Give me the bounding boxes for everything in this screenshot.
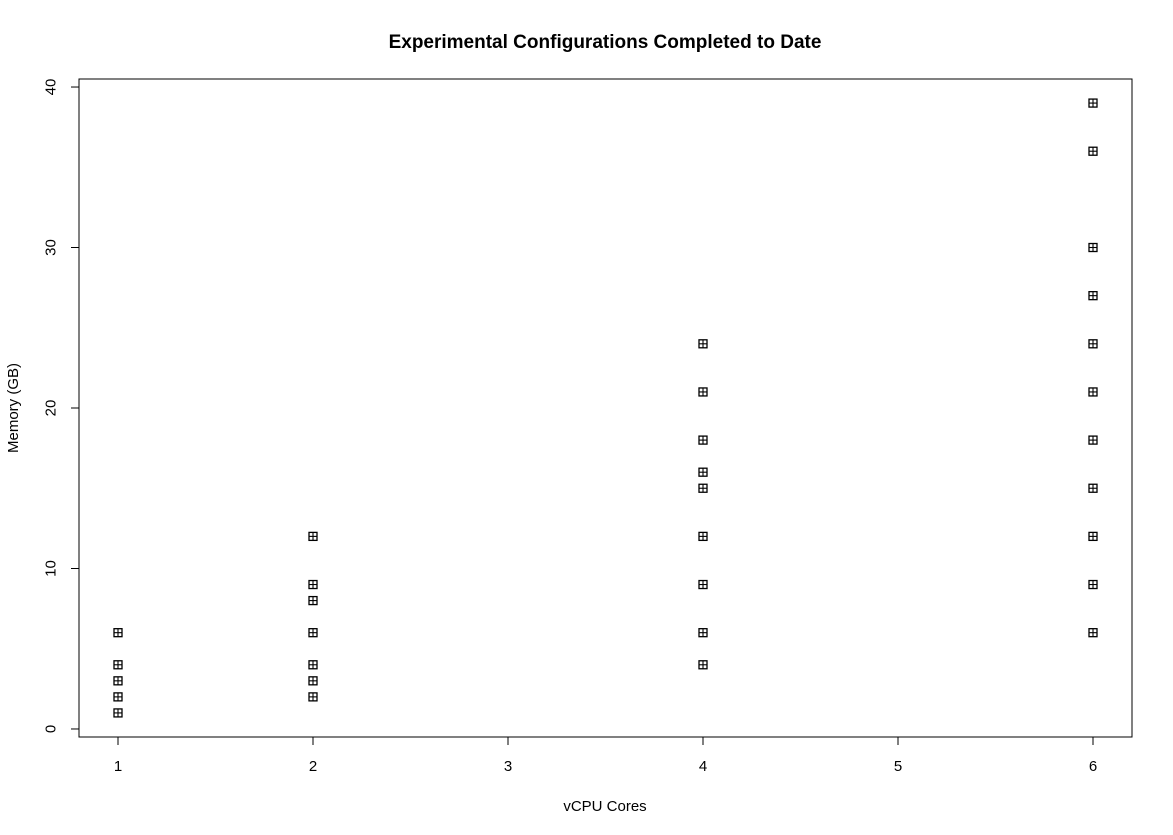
data-point bbox=[698, 579, 708, 590]
data-point bbox=[1088, 387, 1098, 397]
data-point bbox=[698, 339, 708, 349]
y-axis: 0 10 20 30 40 bbox=[43, 79, 80, 733]
data-point bbox=[698, 467, 708, 477]
data-point bbox=[113, 708, 123, 718]
data-point bbox=[1088, 242, 1098, 253]
data-point bbox=[1088, 531, 1098, 542]
data-point bbox=[698, 531, 708, 542]
data-point bbox=[1088, 579, 1098, 590]
data-point bbox=[698, 660, 708, 670]
data-point bbox=[308, 660, 318, 670]
y-tick-label: 0 bbox=[43, 725, 60, 733]
data-point bbox=[1088, 146, 1098, 156]
data-point bbox=[698, 628, 708, 638]
data-point bbox=[308, 628, 318, 638]
x-axis: 1 2 3 4 5 6 bbox=[114, 736, 1097, 775]
data-point bbox=[308, 692, 318, 702]
y-tick-label: 30 bbox=[43, 239, 60, 256]
x-tick-label: 1 bbox=[114, 758, 122, 775]
data-point bbox=[308, 595, 318, 606]
data-point bbox=[1088, 483, 1098, 493]
chart-title: Experimental Configurations Completed to… bbox=[389, 32, 822, 53]
data-point bbox=[308, 579, 318, 590]
data-point bbox=[113, 692, 123, 702]
data-points bbox=[113, 98, 1098, 718]
y-tick-label: 10 bbox=[43, 560, 60, 577]
y-axis-label: Memory (GB) bbox=[5, 363, 22, 453]
data-point bbox=[698, 435, 708, 445]
x-tick-label: 2 bbox=[309, 758, 317, 775]
data-point bbox=[113, 660, 123, 670]
x-tick-label: 6 bbox=[1089, 758, 1097, 775]
x-axis-label: vCPU Cores bbox=[563, 798, 646, 815]
data-point bbox=[1088, 291, 1098, 301]
data-point bbox=[1088, 98, 1098, 108]
y-tick-label: 20 bbox=[43, 400, 60, 417]
data-point bbox=[1088, 435, 1098, 445]
data-point bbox=[698, 483, 708, 493]
x-tick-label: 5 bbox=[894, 758, 902, 775]
data-point bbox=[113, 628, 123, 638]
data-point bbox=[113, 676, 123, 686]
data-point bbox=[308, 676, 318, 686]
x-tick-label: 3 bbox=[504, 758, 512, 775]
y-tick-label: 40 bbox=[43, 79, 60, 96]
plot-frame bbox=[78, 78, 1133, 738]
data-point bbox=[308, 531, 318, 542]
data-point bbox=[698, 387, 708, 397]
x-tick-label: 4 bbox=[699, 758, 707, 775]
data-point bbox=[1088, 628, 1098, 638]
data-point bbox=[1088, 339, 1098, 349]
